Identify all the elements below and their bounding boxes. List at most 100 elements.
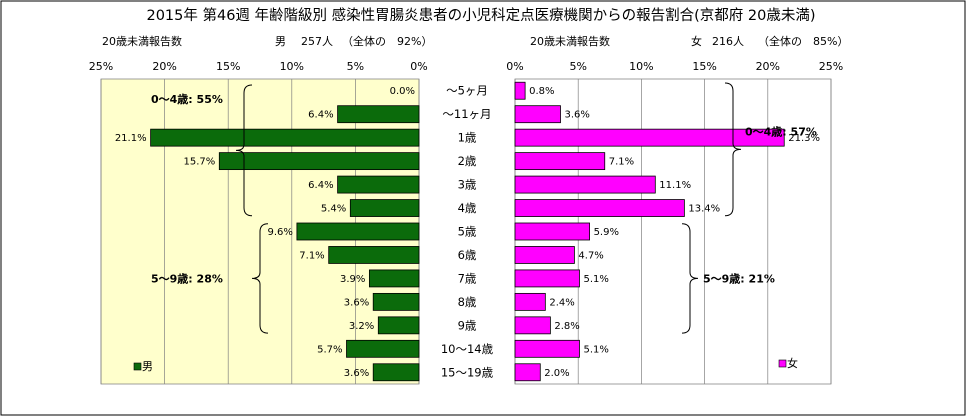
female-bar: [514, 81, 526, 100]
female-data-label: 7.1%: [609, 157, 634, 168]
female-data-label: 21.3%: [788, 133, 820, 144]
left-header-label: 20歳未満報告数: [102, 35, 182, 48]
female-bar: [514, 105, 561, 124]
female-data-label: 5.1%: [583, 274, 608, 285]
category-label: 4歳: [458, 201, 477, 215]
male-panel: 0% 5% 10% 15% 20% 25% 0.0% 6.4% 21.1% 15.7% 6.4% 5.…: [89, 60, 428, 385]
male-group-brace: [251, 223, 269, 334]
female-data-label: 5.9%: [594, 227, 619, 238]
category-label: 10～14歳: [441, 342, 494, 356]
female-bar: [514, 269, 580, 288]
female-bar: [514, 199, 685, 217]
male-data-label: 3.6%: [344, 297, 369, 308]
female-bar: [514, 246, 575, 264]
female-data-label: 0.8%: [529, 86, 554, 97]
male-data-label: 9.6%: [267, 227, 292, 238]
category-label: 3歳: [458, 178, 477, 192]
right-header-share: （全体の 85%）: [758, 34, 848, 48]
category-label: ～11ヶ月: [442, 107, 491, 121]
female-bar: [514, 363, 541, 382]
male-data-label: 5.7%: [317, 344, 342, 355]
female-data-label: 3.6%: [565, 110, 590, 121]
female-data-label: 5.1%: [583, 344, 608, 355]
male-x-tick-label: 25%: [89, 60, 113, 73]
male-x-tick-label: 15%: [216, 60, 240, 73]
category-label: 8歳: [458, 295, 477, 309]
male-data-label: 7.1%: [299, 250, 324, 261]
female-x-tick-label: 25%: [819, 60, 843, 73]
female-data-label: 2.0%: [544, 368, 569, 379]
category-label: 15～19歳: [441, 365, 494, 379]
legend-male-swatch: [133, 362, 142, 371]
category-label: 2歳: [458, 154, 477, 168]
chart-title: 2015年 第46週 年齢階級別 感染性胃腸炎患者の小児科定点医療機関からの報告…: [146, 6, 815, 24]
male-bar: [328, 246, 420, 264]
female-data-label: 2.8%: [554, 321, 579, 332]
female-bar: [514, 222, 590, 241]
male-data-label: 3.6%: [344, 368, 369, 379]
male-bar: [218, 152, 420, 171]
male-x-tick-label: 5%: [347, 60, 364, 73]
category-label: 1歳: [458, 131, 477, 145]
legend-female-label: 女: [787, 356, 798, 370]
right-header-count: 216人: [712, 35, 744, 48]
male-group-brace: [235, 84, 253, 217]
male-data-label: 15.7%: [184, 157, 216, 168]
male-bar: [346, 339, 420, 358]
male-bar: [372, 292, 420, 311]
category-label: 5歳: [458, 225, 477, 239]
male-bar: [296, 222, 420, 241]
female-x-tick-label: 0%: [506, 60, 523, 73]
female-bar: [514, 316, 551, 335]
male-data-label: 6.4%: [308, 180, 333, 191]
female-data-label: 13.4%: [688, 204, 720, 215]
legend-male-label: 男: [142, 360, 153, 373]
male-data-label: 3.2%: [349, 321, 374, 332]
female-data-label: 2.4%: [549, 297, 574, 308]
right-header-sex: 女: [691, 34, 702, 48]
category-label: 7歳: [458, 271, 477, 285]
male-data-label: 6.4%: [308, 110, 333, 121]
category-label: ～5ヶ月: [446, 84, 488, 98]
male-data-label: 0.0%: [390, 86, 415, 97]
legend-female-swatch: [778, 359, 787, 368]
female-group-brace: [681, 223, 699, 334]
category-label: 9歳: [458, 318, 477, 332]
female-group-label: 0～4歳: 57%: [745, 124, 817, 138]
male-data-label: 3.9%: [340, 274, 365, 285]
male-x-tick-label: 0%: [410, 60, 427, 73]
left-header-share: （全体の 92%）: [342, 34, 432, 48]
male-bar: [337, 105, 420, 124]
male-group-label: 0～4歳: 55%: [151, 92, 223, 106]
female-bar: [514, 128, 785, 147]
female-group-label: 5～9歳: 21%: [703, 271, 775, 285]
male-x-tick-label: 10%: [280, 60, 304, 73]
female-x-tick-label: 10%: [629, 60, 653, 73]
female-bar: [514, 339, 580, 358]
male-bar: [337, 175, 420, 194]
male-bar: [372, 363, 420, 382]
left-header-count: 257人: [301, 35, 333, 48]
male-bar: [349, 199, 420, 217]
female-bar: [514, 292, 546, 311]
female-data-label: 11.1%: [659, 180, 691, 191]
category-labels: ～5ヶ月 ～11ヶ月 1歳 2歳 3歳 4歳 5歳 6歳 7歳 8歳 9歳 10～14歳 15～19歳: [441, 84, 494, 380]
left-header-sex: 男: [275, 35, 286, 48]
female-bar: [514, 152, 606, 171]
female-x-tick-label: 20%: [756, 60, 780, 73]
female-panel: 0% 5% 10% 15% 20% 25% 0.8% 3.6% 21.3% 7.1% 11.1% 13…: [506, 60, 843, 385]
male-group-label: 5～9歳: 28%: [151, 271, 223, 285]
female-x-tick-label: 5%: [569, 60, 586, 73]
male-bar: [377, 316, 420, 335]
male-data-label: 5.4%: [321, 204, 346, 215]
male-bar: [368, 269, 420, 288]
male-bar: [150, 128, 420, 147]
category-label: 6歳: [458, 248, 477, 262]
female-bar: [514, 175, 656, 194]
female-data-label: 4.7%: [578, 250, 603, 261]
right-header-label: 20歳未満報告数: [530, 35, 610, 48]
female-x-tick-label: 15%: [692, 60, 716, 73]
male-data-label: 21.1%: [115, 133, 147, 144]
male-x-tick-label: 20%: [152, 60, 176, 73]
